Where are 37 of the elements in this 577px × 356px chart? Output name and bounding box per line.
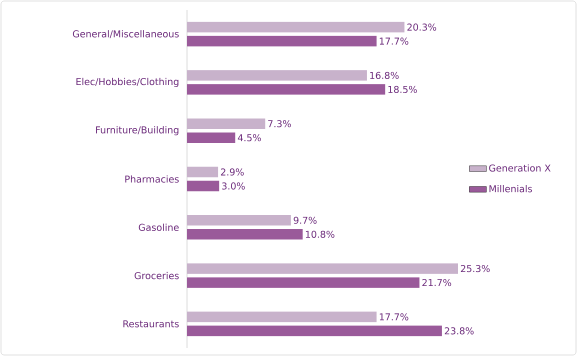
legend-label: Millenials xyxy=(490,184,532,192)
data-label: 21.7% xyxy=(422,278,452,286)
bar xyxy=(187,277,420,288)
bar xyxy=(187,36,377,46)
bar xyxy=(187,84,386,95)
y-tick-label: Elec/Hobbies/Clothing xyxy=(76,78,178,88)
data-label: 10.8% xyxy=(306,230,334,238)
bar xyxy=(187,166,218,178)
bar xyxy=(187,180,220,192)
bar xyxy=(187,118,266,129)
legend-label: Generation X xyxy=(489,164,551,172)
data-label: 4.5% xyxy=(238,134,261,142)
bar xyxy=(187,326,442,336)
bar xyxy=(187,70,367,81)
data-label: 16.8% xyxy=(370,72,399,80)
data-label: 23.8% xyxy=(444,327,474,334)
y-tick-label: Pharmacies xyxy=(125,175,179,183)
y-tick-label: Furniture/Building xyxy=(96,126,178,136)
data-label: 17.7% xyxy=(380,313,408,320)
data-label: 25.3% xyxy=(460,264,490,272)
y-tick-label: General/Miscellaneous xyxy=(72,30,179,38)
data-label: 9.7% xyxy=(294,216,317,224)
bar xyxy=(187,22,404,32)
data-label: 2.9% xyxy=(220,168,244,176)
data-label: 20.3% xyxy=(407,24,436,31)
y-tick-label: Restaurants xyxy=(123,320,179,328)
bar xyxy=(187,312,377,322)
bar xyxy=(187,132,236,143)
bar xyxy=(187,229,303,240)
y-tick-label: Gasoline xyxy=(138,224,179,231)
data-label: 7.3% xyxy=(268,120,291,128)
data-label: 17.7% xyxy=(380,38,408,45)
data-label: 3.0% xyxy=(222,182,245,190)
bar xyxy=(187,215,291,226)
data-label: 18.5% xyxy=(388,86,417,94)
y-tick-label: Groceries xyxy=(134,272,179,280)
bar xyxy=(187,263,458,274)
